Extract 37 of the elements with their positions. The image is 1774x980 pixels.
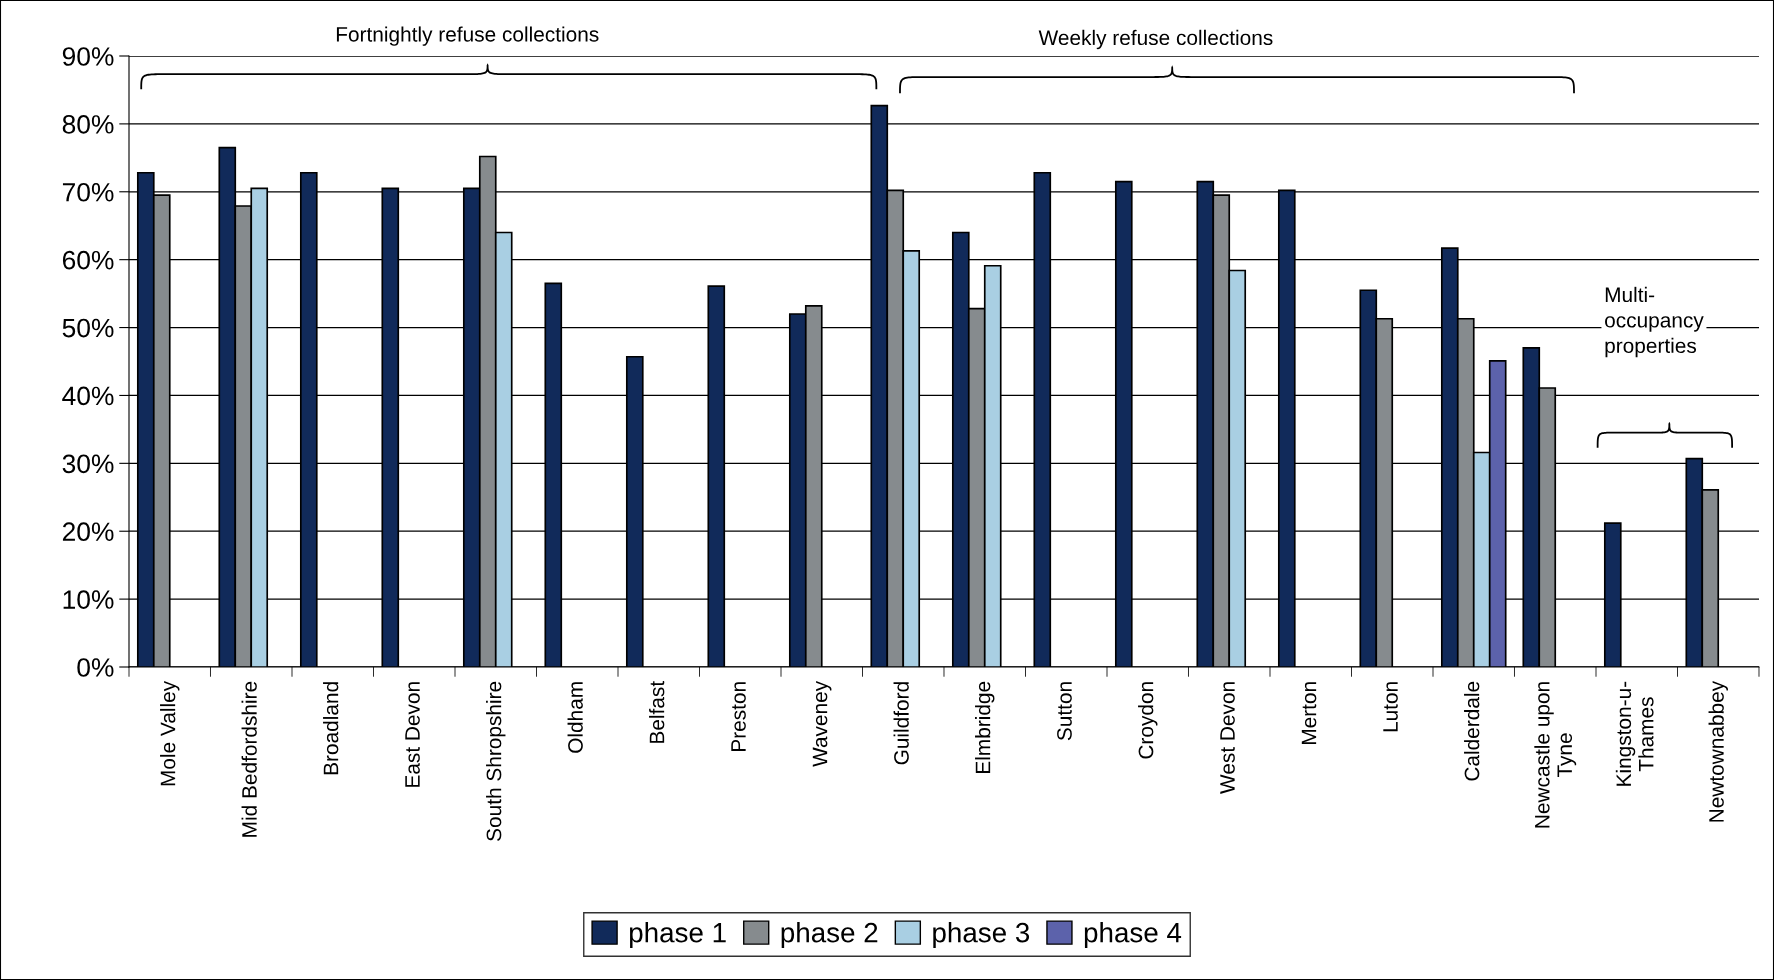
y-tick-label: 60% [62,250,114,270]
x-tick-label: West Devon [1220,682,1235,794]
legend-label: phase 2 [781,922,878,948]
x-tick-label: Guildford [893,682,909,765]
y-tick-label: 30% [62,454,114,474]
y-tick-label: 40% [62,386,114,406]
x-tick-label: South Shropshire [486,681,506,841]
annotation: Multi- occupancy properties [1605,286,1704,358]
x-tick-label: Luton [1383,682,1398,732]
y-tick-label: 50% [62,318,114,338]
legend-label: phase 4 [1084,922,1182,948]
text: Weekly refuse collections [1038,29,1273,50]
x-tick-label: Waveney [812,680,832,767]
x-tick-label: Belfast [649,681,665,743]
x-tick-label: Mid Bedfordshire [241,681,257,837]
x-tick-label: Elmbridge [975,681,995,773]
y-tick-label: 20% [62,522,114,542]
x-tick-label: Newtownabbey [1708,680,1728,822]
y-tick-label: 70% [62,182,114,202]
x-tick-label: Sutton [1057,682,1072,741]
legend-label: phase 1 [630,922,726,948]
x-tick-label: Newcastle upon Tyne [1534,682,1577,828]
x-tick-label: Kingston-u- Thames [1615,681,1654,786]
x-tick-label: Preston [731,682,746,751]
x-tick-label: Croydon [1138,682,1158,759]
x-tick-label: Merton [1301,682,1317,745]
y-tick-label: 90% [62,47,114,66]
y-tick-label: 10% [63,590,114,609]
y-tick-label: 80% [62,115,114,134]
x-tick-label: Broadland [323,682,339,775]
x-tick-label: Oldham [567,682,583,753]
x-tick-label: Calderdale [1464,681,1480,781]
text: Fortnightly refuse collections [336,26,599,46]
x-tick-label: Mole Valley [160,680,180,786]
x-tick-label: East Devon [405,682,420,787]
y-tick-label: 0% [77,658,114,677]
legend-label: phase 3 [933,922,1030,948]
